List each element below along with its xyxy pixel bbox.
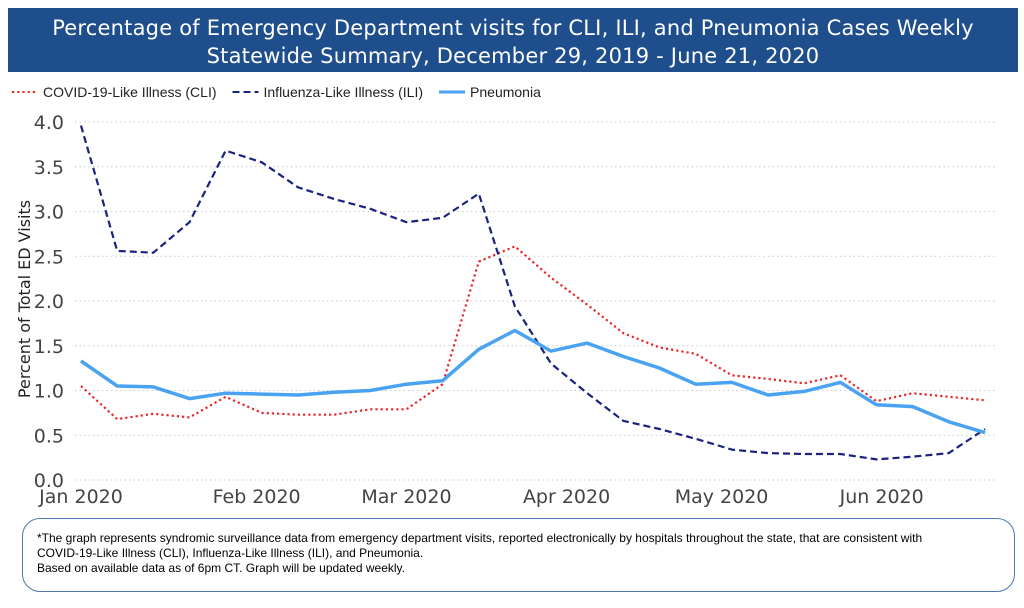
legend-label: COVID-19-Like Illness (CLI) xyxy=(43,84,217,100)
chart-title-banner: Percentage of Emergency Department visit… xyxy=(8,8,1018,72)
x-axis: Jan 2020 Feb 2020 Mar 2020 Apr 2020 May 2020… xyxy=(38,486,924,508)
footnote-line-1: *The graph represents syndromic surveill… xyxy=(37,531,923,545)
legend: COVID-19-Like Illness (CLI) Influenza-Lik… xyxy=(12,84,541,100)
y-tick-label: 0.5 xyxy=(34,425,64,447)
footnote-box: *The graph represents syndromic surveill… xyxy=(22,518,1015,592)
x-tick-label: Mar 2020 xyxy=(361,486,451,508)
chart-title: Percentage of Emergency Department visit… xyxy=(52,16,974,40)
series-line-ili xyxy=(79,125,986,461)
y-tick-label: 2.5 xyxy=(34,246,64,268)
y-tick-label: 3.5 xyxy=(34,157,64,179)
series-lines xyxy=(79,125,986,461)
footnote-line-2: COVID-19-Like Illness (CLI), Influenza-L… xyxy=(37,546,424,560)
y-tick-label: 2.0 xyxy=(34,291,64,313)
x-tick-label: Feb 2020 xyxy=(213,486,301,508)
y-tick-label: 3.0 xyxy=(34,202,64,224)
series-line-pneumonia xyxy=(80,328,986,435)
legend-label: Pneumonia xyxy=(470,84,541,100)
gridlines xyxy=(75,121,997,481)
y-tick-label: 0.0 xyxy=(34,470,64,492)
x-tick-label: May 2020 xyxy=(675,486,769,508)
x-tick-label: Jun 2020 xyxy=(839,486,924,508)
footnote-line-3: Based on available data as of 6pm CT. Gr… xyxy=(37,561,405,575)
y-axis-label: Percent of Total ED Visits xyxy=(15,200,34,398)
y-axis: 0.0 0.5 1.0 1.5 2.0 2.5 3.0 3.5 4.0 xyxy=(34,112,64,492)
line-chart: COVID-19-Like Illness (CLI) Influenza-Lik… xyxy=(12,84,997,508)
chart-subtitle: Statewide Summary, December 29, 2019 - J… xyxy=(206,44,820,68)
series-line-cli xyxy=(80,245,986,421)
y-tick-label: 1.5 xyxy=(34,336,64,358)
y-tick-label: 1.0 xyxy=(34,381,64,403)
x-tick-label: Apr 2020 xyxy=(523,486,610,508)
x-tick-label: Jan 2020 xyxy=(38,486,123,508)
y-tick-label: 4.0 xyxy=(34,112,64,134)
legend-label: Influenza-Like Illness (ILI) xyxy=(264,84,424,100)
